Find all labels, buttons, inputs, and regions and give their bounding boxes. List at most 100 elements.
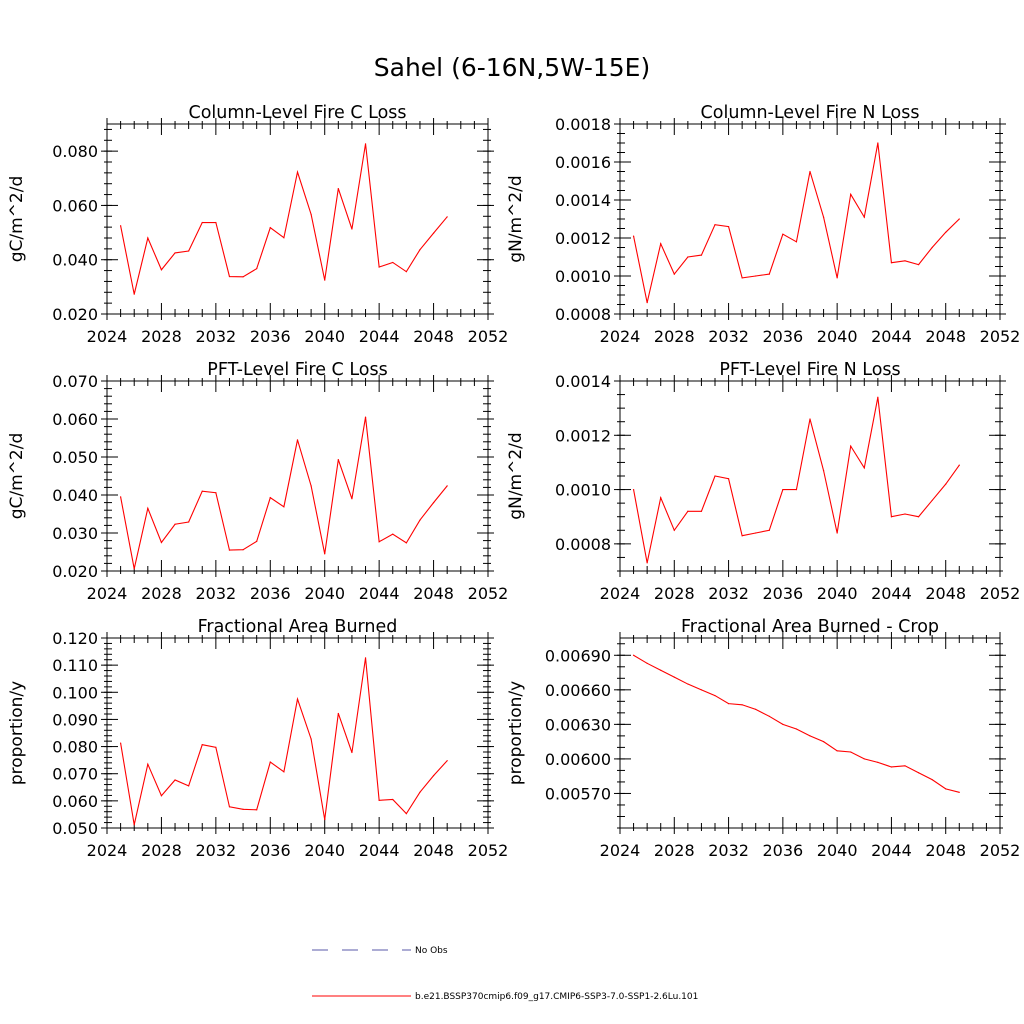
pft-level-fire-n-loss-data-point [809, 418, 811, 420]
column-level-fire-n-loss-ytick-label: 0.0016 [555, 153, 611, 172]
pft-level-fire-n-loss-xtick-label: 2032 [708, 584, 749, 603]
pft-level-fire-n-loss-data-point [646, 562, 648, 564]
column-level-fire-n-loss-data-point [741, 277, 743, 279]
pft-level-fire-c-loss-data-point [324, 553, 326, 555]
fractional-area-burned-crop-xtick-label: 2028 [654, 841, 695, 860]
fractional-area-burned-crop-data-point [904, 765, 906, 767]
fractional-area-burned-data-point [419, 791, 421, 793]
pft-level-fire-c-loss-ytick-label: 0.040 [52, 486, 98, 505]
pft-level-fire-c-loss-xtick-label: 2052 [468, 584, 509, 603]
pft-level-fire-n-loss-title: PFT-Level Fire N Loss [719, 360, 900, 380]
column-level-fire-n-loss-data-point [890, 262, 893, 264]
fractional-area-burned-title: Fractional Area Burned [198, 617, 398, 637]
column-level-fire-c-loss-data-point [174, 252, 176, 254]
column-level-fire-c-loss-ytick-label: 0.060 [52, 196, 98, 215]
fractional-area-burned-data-point [283, 771, 285, 773]
column-level-fire-c-loss-data-point [256, 268, 258, 270]
column-level-fire-c-loss-data-point [215, 221, 217, 224]
fractional-area-burned-crop-data-point [673, 676, 675, 678]
column-level-fire-c-loss-data-point [378, 266, 380, 268]
column-level-fire-c-loss-data-point [324, 279, 326, 281]
column-level-fire-n-loss-xtick-label: 2052 [980, 327, 1021, 346]
column-level-fire-n-loss-data-point [877, 142, 879, 144]
column-level-fire-c-loss-data-point [419, 249, 421, 251]
column-level-fire-c-loss-title: Column-Level Fire C Loss [188, 103, 406, 123]
column-level-fire-n-loss-data-point [809, 170, 811, 173]
pft-level-fire-n-loss-data-point [660, 497, 662, 499]
column-level-fire-c-loss-data-point [133, 293, 135, 295]
column-level-fire-n-loss-xtick-label: 2024 [600, 327, 641, 346]
column-level-fire-c-loss-data-point [310, 213, 312, 215]
fractional-area-burned-crop-data-point [890, 766, 893, 768]
column-level-fire-c-loss-data-point [242, 276, 244, 278]
pft-level-fire-n-loss-data-point [904, 513, 906, 515]
fractional-area-burned-ylabel: proportion/y [7, 681, 27, 785]
column-level-fire-c-loss-xtick-label: 2036 [250, 327, 291, 346]
column-level-fire-n-loss-xtick-label: 2048 [925, 327, 966, 346]
fractional-area-burned-crop-data-point [714, 694, 716, 697]
pft-level-fire-c-loss-ylabel: gC/m^2/d [7, 433, 27, 520]
pft-level-fire-c-loss-data-point [160, 541, 163, 544]
pft-level-fire-c-loss-ytick-label: 0.070 [52, 372, 98, 391]
column-level-fire-c-loss-xtick-label: 2040 [304, 327, 345, 346]
column-level-fire-c-loss-data-point [201, 221, 203, 224]
fractional-area-burned-crop-data-point [809, 735, 811, 737]
fractional-area-burned-crop-xtick-label: 2052 [980, 841, 1021, 860]
legend-label-model-run: b.e21.BSSP370cmip6.f09_g17.CMIP6-SSP3-7.… [415, 992, 698, 1002]
pft-level-fire-c-loss-ytick-label: 0.020 [52, 562, 98, 581]
fractional-area-burned-crop-data-point [782, 723, 784, 725]
column-level-fire-n-loss-data-point [904, 260, 906, 262]
pft-level-fire-c-loss-data-point [133, 568, 135, 570]
pft-level-fire-n-loss-data-point [700, 510, 703, 512]
pft-level-fire-c-loss-data-point [201, 490, 203, 492]
column-level-fire-n-loss-xtick-label: 2044 [871, 327, 912, 346]
fractional-area-burned-crop-data-point [660, 669, 662, 671]
pft-level-fire-c-loss-ytick-label: 0.050 [52, 448, 98, 467]
column-level-fire-n-loss-data-point [700, 254, 703, 256]
panel-fractional-area-burned: Fractional Area Burned 2024 2028 2032 2036 20… [7, 617, 508, 860]
column-level-fire-n-loss-data-point [822, 216, 825, 218]
fractional-area-burned-xtick-label: 2036 [250, 841, 291, 860]
pft-level-fire-n-loss-data-point [714, 475, 716, 477]
pft-level-fire-n-loss-data-point [863, 467, 865, 469]
column-level-fire-n-loss-data-point [660, 243, 662, 245]
fractional-area-burned-crop-data-point [958, 791, 960, 793]
column-level-fire-c-loss-data-point [337, 188, 339, 190]
column-level-fire-n-loss-data-point [646, 302, 648, 304]
column-level-fire-c-loss-data-point [446, 216, 448, 218]
fractional-area-burned-crop-data-point [850, 751, 852, 753]
pft-level-fire-n-loss-plot-frame [619, 380, 1001, 572]
column-level-fire-n-loss-data-point [863, 216, 865, 218]
column-level-fire-c-loss-data-point [432, 232, 435, 234]
fractional-area-burned-data-point [405, 813, 407, 815]
pft-level-fire-c-loss-data-point [296, 439, 299, 441]
fractional-area-burned-crop-data-point [863, 758, 865, 760]
fractional-area-burned-xtick-label: 2048 [413, 841, 454, 860]
pft-level-fire-c-loss-data-point [269, 497, 271, 499]
panel-pft-level-fire-n-loss: PFT-Level Fire N Loss 2024 2028 2032 2036 204… [506, 360, 1020, 603]
fractional-area-burned-crop-data-point [755, 708, 757, 710]
pft-level-fire-n-loss-data-point [755, 532, 757, 534]
column-level-fire-c-loss-ytick-label: 0.040 [52, 251, 98, 270]
column-level-fire-c-loss-xtick-label: 2032 [195, 327, 236, 346]
fractional-area-burned-crop-data-point [646, 662, 648, 664]
pft-level-fire-n-loss-xtick-label: 2040 [817, 584, 858, 603]
pft-level-fire-n-loss-series-line [633, 397, 960, 563]
pft-level-fire-n-loss-data-point [632, 488, 635, 491]
pft-level-fire-n-loss-data-point [917, 516, 920, 518]
column-level-fire-n-loss-plot-frame [619, 123, 1001, 315]
column-level-fire-n-loss-data-point [755, 275, 757, 277]
column-level-fire-c-loss-data-point [120, 225, 122, 227]
pft-level-fire-n-loss-data-point [782, 488, 784, 491]
column-level-fire-n-loss-ytick-label: 0.0008 [555, 305, 611, 324]
column-level-fire-n-loss-data-point [714, 224, 716, 226]
column-level-fire-n-loss-xtick-label: 2036 [762, 327, 803, 346]
column-level-fire-c-loss-data-point [364, 143, 367, 145]
fractional-area-burned-xtick-label: 2044 [359, 841, 400, 860]
column-level-fire-n-loss-ytick-label: 0.0012 [555, 229, 611, 248]
pft-level-fire-c-loss-data-point [419, 519, 421, 521]
column-level-fire-n-loss-ytick-label: 0.0018 [555, 115, 611, 134]
fractional-area-burned-crop-data-point [795, 728, 798, 730]
pft-level-fire-n-loss-data-point [727, 478, 730, 480]
